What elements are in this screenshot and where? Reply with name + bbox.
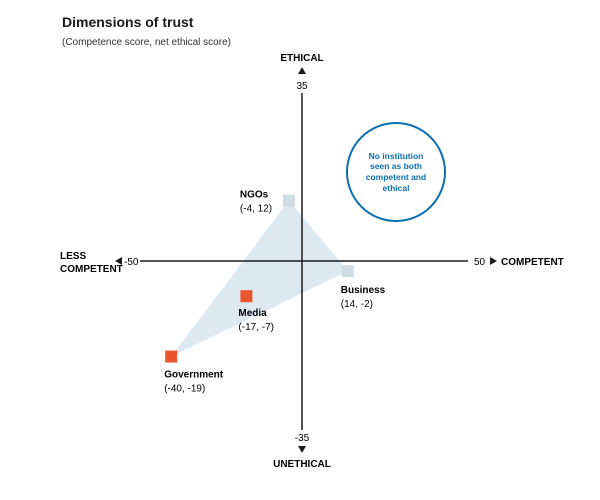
point-name-media: Media	[238, 308, 267, 319]
x-min-tick: -50	[124, 257, 139, 268]
point-marker-government	[165, 350, 178, 363]
annotation-circle: No institution seen as both competent an…	[346, 122, 446, 222]
y-axis-top-label: ETHICAL	[280, 53, 323, 64]
point-marker-business	[341, 265, 354, 278]
y-min-tick: -35	[295, 433, 310, 444]
chart-title: Dimensions of trust	[62, 14, 194, 30]
point-value-government: (-40, -19)	[164, 384, 205, 395]
x-max-tick: 50	[474, 257, 486, 268]
point-name-business: Business	[341, 285, 386, 296]
point-marker-ngos	[282, 194, 295, 207]
annotation-text: No institution seen as both competent an…	[365, 150, 427, 193]
right-arrow-icon	[490, 257, 497, 265]
up-arrow-icon	[298, 67, 306, 74]
x-axis-left-label-line2: COMPETENT	[60, 264, 123, 275]
point-name-ngos: NGOs	[240, 190, 269, 201]
point-value-media: (-17, -7)	[238, 322, 274, 333]
chart-subtitle: (Competence score, net ethical score)	[62, 37, 231, 48]
point-value-ngos: (-4, 12)	[240, 204, 272, 215]
left-arrow-icon	[115, 257, 122, 265]
shaded-triangle	[171, 200, 348, 357]
down-arrow-icon	[298, 446, 306, 453]
y-max-tick: 35	[296, 81, 308, 92]
x-axis-left-label-line1: LESS	[60, 251, 86, 262]
x-axis-right-label: COMPETENT	[501, 257, 564, 268]
y-axis-bottom-label: UNETHICAL	[273, 459, 331, 470]
point-value-business: (14, -2)	[341, 299, 373, 310]
point-marker-media	[240, 290, 253, 303]
point-name-government: Government	[164, 370, 224, 381]
